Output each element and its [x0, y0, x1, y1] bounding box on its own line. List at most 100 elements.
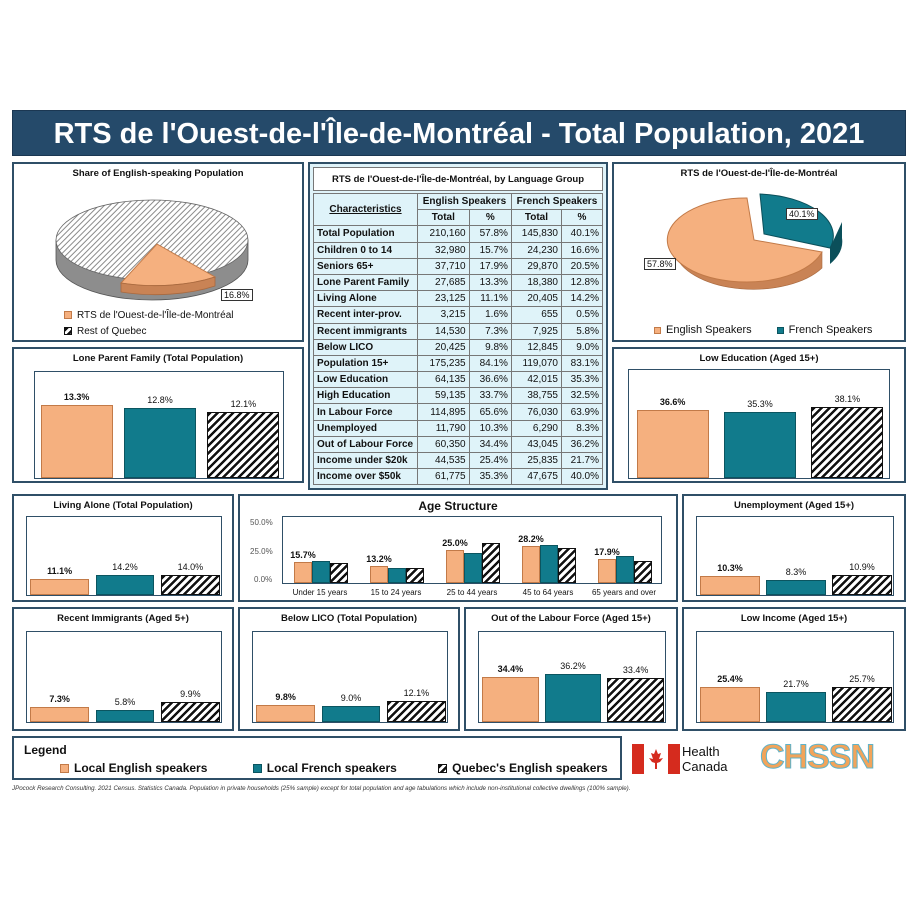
cell-value: 33.7% [468, 387, 512, 405]
table-row: Total Population 210,160 57.8% 145,830 40.1% [313, 225, 604, 243]
cell-value: 29,870 [510, 257, 562, 275]
language-pie-title: RTS de l'Ouest-de-l'Île-de-Montréal [680, 168, 838, 179]
bar-value-label: 34.4% [497, 664, 524, 674]
legend-english-speakers: English Speakers [666, 324, 752, 336]
cell-value: 32.5% [560, 387, 604, 405]
bar-value-label: 7.3% [49, 694, 70, 704]
lone-parent-panel: Lone Parent Family (Total Population) 13.… [12, 347, 304, 483]
age-french-bar [616, 556, 634, 583]
table-row: Seniors 65+ 37,710 17.9% 29,870 20.5% [313, 257, 604, 275]
living-alone-plot: 11.1% 14.2% 14.0% [26, 516, 222, 596]
cell-value: 36.6% [468, 371, 512, 389]
legend-french-speakers: French Speakers [788, 324, 873, 336]
cell-value: 6,290 [510, 419, 562, 437]
french-bar [766, 692, 826, 722]
cell-value: 9.8% [468, 338, 512, 356]
bar-value-label: 11.1% [47, 566, 73, 576]
cell-value: 0.5% [560, 306, 604, 324]
share-slice-label: 16.8% [221, 289, 253, 301]
age-english-bar [294, 562, 312, 583]
age-english-bar [370, 566, 388, 583]
bar-value-label: 12.8% [147, 395, 173, 405]
col-english-speakers: English Speakers [417, 192, 512, 211]
age-bar-value-label: 15.7% [290, 550, 316, 560]
health-canada-text-1: Health [682, 744, 720, 759]
english-bar [482, 677, 539, 722]
cell-value: 64,135 [417, 371, 470, 389]
table-row: Living Alone 23,125 11.1% 20,405 14.2% [313, 290, 604, 308]
canada-flag-icon [632, 744, 680, 774]
table-row: Lone Parent Family 27,685 13.3% 18,380 12.8% [313, 273, 604, 292]
row-label: Unemployed [313, 419, 418, 437]
legend-items: Local English speakers Local French spea… [60, 761, 608, 775]
cell-value: 57.8% [468, 225, 512, 243]
bar-value-label: 35.3% [747, 399, 773, 409]
cell-value: 17.9% [468, 257, 512, 275]
french-bar [124, 408, 196, 478]
language-pie-fr-label: 40.1% [786, 208, 818, 220]
unemployment-title: Unemployment (Aged 15+) [733, 500, 855, 511]
table-title: RTS de l'Ouest-de-l'Île-de-Montréal, by … [313, 167, 603, 191]
cell-value: 14.2% [560, 290, 604, 308]
cell-value: 36.2% [560, 435, 604, 454]
row-label: Seniors 65+ [313, 257, 418, 275]
cell-value: 25,835 [510, 451, 562, 470]
table-row: Population 15+ 175,235 84.1% 119,070 83.1% [313, 354, 604, 373]
language-pie-english-slice [666, 197, 823, 283]
share-panel-title: Share of English-speaking Population [72, 168, 244, 179]
bar-value-label: 33.4% [622, 665, 649, 675]
cell-value: 65.6% [468, 403, 512, 421]
cell-value: 12.8% [560, 273, 604, 292]
cell-value: 20,405 [510, 290, 562, 308]
bar-value-label: 25.7% [849, 674, 875, 684]
col-characteristics: Characteristics [313, 192, 418, 227]
cell-value: 76,030 [510, 403, 562, 421]
low-education-panel: Low Education (Aged 15+) 36.6% 35.3% 38.1% [612, 347, 906, 483]
col-eng-total: Total [417, 209, 470, 227]
cell-value: 20.5% [560, 257, 604, 275]
language-pie-panel: RTS de l'Ouest-de-l'Île-de-Montréal 40.1… [612, 162, 906, 342]
english-bar [40, 405, 113, 478]
row-label: High Education [313, 387, 418, 405]
age-french-bar [312, 561, 330, 583]
row-label: Recent immigrants [313, 322, 418, 340]
lone-parent-plot: 13.3% 12.8% 12.1% [34, 371, 284, 479]
row-label: Income over $50k [313, 468, 418, 486]
row-label: Children 0 to 14 [313, 241, 418, 259]
table-row: High Education 59,135 33.7% 38,755 32.5% [313, 387, 604, 405]
cell-value: 40.0% [560, 468, 604, 486]
cell-value: 34.4% [468, 435, 512, 454]
cell-value: 13.3% [468, 273, 512, 292]
language-pie-eng-label: 57.8% [644, 258, 676, 270]
age-ytick-25: 25.0% [250, 547, 273, 556]
table-row: Recent immigrants 14,530 7.3% 7,925 5.8% [313, 322, 604, 340]
french-bar [544, 674, 602, 722]
table-row: Out of Labour Force 60,350 34.4% 43,045 36.2… [313, 435, 604, 454]
cell-value: 60,350 [417, 435, 470, 454]
age-bar-value-label: 25.0% [442, 538, 468, 548]
age-quebec-bar [482, 543, 500, 583]
age-category-label: 45 to 64 years [522, 588, 574, 597]
age-english-bar [598, 559, 616, 583]
row-label: In Labour Force [313, 403, 418, 421]
age-category-label: 15 to 24 years [370, 588, 422, 597]
unemployment-plot: 10.3% 8.3% 10.9% [696, 516, 894, 596]
chssn-logo: CHSSN [759, 738, 875, 777]
bar-value-label: 8.3% [785, 567, 807, 577]
age-bar-value-label: 13.2% [366, 554, 392, 564]
french-bar [321, 706, 381, 722]
footnote: JPocock Research Consulting. 2021 Census… [12, 785, 631, 792]
legend-swatch-local-french [252, 764, 262, 774]
cell-value: 119,070 [510, 354, 562, 373]
row-label: Living Alone [313, 290, 418, 308]
french-bar [95, 710, 155, 722]
share-pie-chart [55, 199, 249, 301]
legend-swatch-english [64, 311, 72, 320]
language-pie-french-slice [759, 193, 834, 249]
cell-value: 42,015 [510, 371, 562, 389]
cell-value: 25.4% [468, 451, 512, 470]
col-french-speakers: French Speakers [510, 192, 604, 211]
age-ytick-50: 50.0% [250, 518, 273, 527]
low-income-plot: 25.4% 21.7% 25.7% [696, 631, 894, 723]
low-income-title: Low Income (Aged 15+) [740, 613, 848, 624]
